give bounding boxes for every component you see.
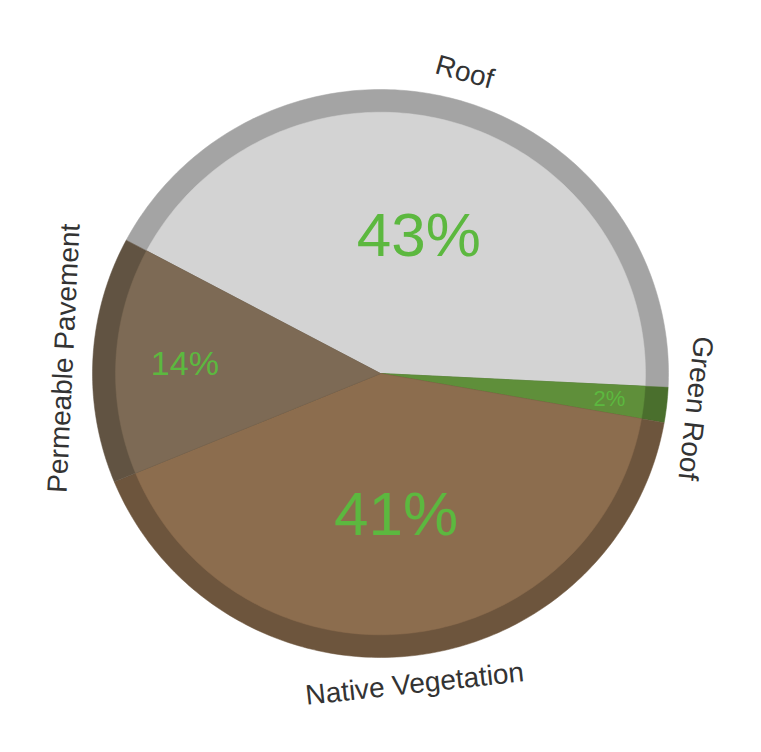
svg-text:Native Vegetation: Native Vegetation [304,656,526,711]
svg-text:43%: 43% [357,200,481,269]
svg-text:2%: 2% [594,386,626,411]
svg-text:14%: 14% [151,344,219,382]
svg-text:Permeable Pavement: Permeable Pavement [41,223,85,494]
svg-text:41%: 41% [334,479,458,548]
svg-text:Green Roof: Green Roof [672,335,719,483]
svg-text:Roof: Roof [432,49,497,95]
